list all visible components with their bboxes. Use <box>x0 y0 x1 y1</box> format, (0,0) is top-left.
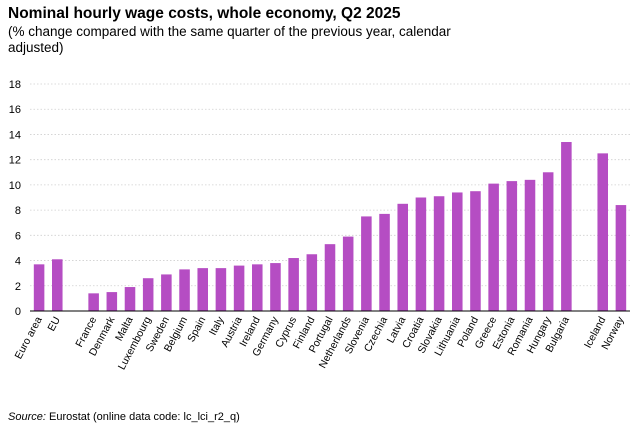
bar <box>33 264 45 311</box>
bar <box>179 269 190 311</box>
bar <box>506 181 518 311</box>
chart-subtitle: (% change compared with the same quarter… <box>8 24 451 55</box>
x-tick-label: EU <box>45 315 62 334</box>
bar <box>106 292 118 311</box>
x-tick-label: Euro area <box>12 315 44 361</box>
y-tick-label: 4 <box>15 256 21 268</box>
y-tick-label: 18 <box>9 79 21 91</box>
bar <box>415 197 427 311</box>
chart-title: Nominal hourly wage costs, whole economy… <box>8 5 401 22</box>
bar <box>342 236 354 311</box>
bar <box>161 274 172 311</box>
bar <box>215 268 227 311</box>
y-tick-label: 8 <box>15 205 21 217</box>
bar <box>488 183 499 311</box>
bar <box>306 254 318 311</box>
x-tick-label: Spain <box>185 315 208 344</box>
y-tick-label: 0 <box>15 306 21 318</box>
bar <box>433 196 445 311</box>
source-note: Source: Eurostat (online data code: lc_l… <box>8 411 240 423</box>
bars <box>33 142 627 311</box>
y-tick-label: 14 <box>9 129 21 141</box>
source-label: Source: <box>8 411 46 423</box>
bar <box>52 259 63 311</box>
y-tick-label: 6 <box>15 230 21 242</box>
bar <box>397 203 408 311</box>
y-tick-label: 10 <box>9 180 21 192</box>
x-axis: Euro area EU FranceDenmarkMaltaLuxembourgS… <box>12 310 630 372</box>
bar <box>597 153 608 311</box>
bar <box>142 278 154 311</box>
bar <box>197 268 208 311</box>
source-text: Eurostat (online data code: lc_lci_r2_q) <box>48 411 240 423</box>
bar <box>470 191 481 311</box>
y-tick-label: 12 <box>9 155 21 167</box>
bar <box>233 265 245 311</box>
bar <box>361 216 372 311</box>
bar <box>288 258 299 311</box>
bar <box>615 205 627 311</box>
bar <box>88 293 99 311</box>
bar <box>379 213 390 311</box>
bar <box>252 264 263 311</box>
bar <box>524 179 536 311</box>
y-axis: 0 2 4 6 8 10 12 14 16 18 <box>9 79 21 318</box>
bar <box>542 172 554 311</box>
bar <box>561 142 572 311</box>
y-tick-label: 2 <box>15 281 21 293</box>
bar <box>270 263 281 311</box>
bar <box>124 287 136 311</box>
bar <box>452 192 463 311</box>
y-tick-label: 16 <box>9 104 21 116</box>
bar <box>324 244 336 311</box>
